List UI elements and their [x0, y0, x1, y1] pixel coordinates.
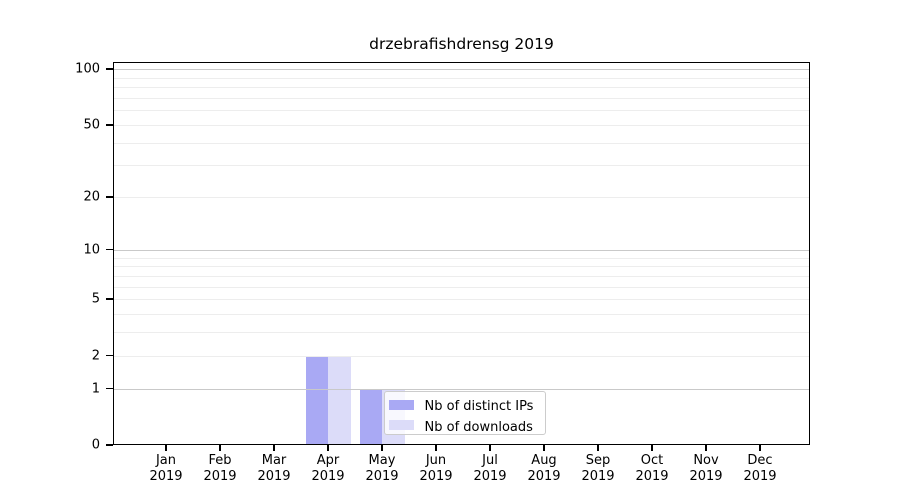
x-axis-label: Oct 2019: [635, 453, 669, 484]
x-axis-label: Jul 2019: [473, 453, 507, 484]
x-axis-tick: [327, 445, 329, 451]
y-axis-tick: [106, 354, 113, 357]
minor-gridline: [114, 332, 809, 334]
legend: Nb of distinct IPs Nb of downloads: [383, 391, 546, 436]
y-axis-label: 10: [83, 242, 100, 258]
minor-gridline: [114, 257, 809, 259]
x-axis-tick: [705, 445, 707, 451]
x-axis-label: Sep 2019: [581, 453, 615, 484]
y-axis-label: 50: [83, 117, 100, 133]
x-axis-label: Jun 2019: [419, 453, 453, 484]
x-axis-tick: [381, 445, 383, 451]
x-axis-tick: [597, 445, 599, 451]
y-axis-label: 20: [83, 189, 100, 205]
minor-gridline: [114, 97, 809, 99]
minor-gridline: [114, 87, 809, 89]
y-axis-label: 100: [75, 61, 100, 77]
y-axis-tick: [106, 387, 113, 390]
x-axis-label: Jan 2019: [149, 453, 183, 484]
legend-label-downloads: Nb of downloads: [424, 419, 533, 435]
major-gridline: [114, 69, 809, 71]
x-axis-label: Nov 2019: [689, 453, 723, 484]
y-axis-tick: [106, 249, 113, 251]
minor-gridline: [114, 110, 809, 112]
y-axis-tick: [106, 444, 113, 446]
major-gridline: [114, 249, 809, 251]
minor-gridline: [114, 313, 809, 315]
plot-frame: [113, 62, 810, 445]
minor-gridline: [114, 299, 809, 301]
x-axis-tick: [759, 445, 761, 451]
minor-gridline: [114, 275, 809, 277]
bar-apr-downloads: [328, 355, 351, 445]
x-axis-label: May 2019: [365, 453, 399, 484]
y-axis-label: 0: [91, 437, 100, 453]
x-axis-tick: [165, 445, 167, 451]
minor-gridline: [114, 286, 809, 288]
x-axis-tick: [435, 445, 437, 451]
y-axis-tick: [106, 196, 113, 198]
y-axis-tick: [106, 298, 113, 300]
chart-title: drzebrafishdrensg 2019: [369, 35, 554, 53]
minor-gridline: [114, 165, 809, 167]
x-axis-tick: [651, 445, 653, 451]
y-axis-label: 2: [91, 348, 100, 364]
y-axis-tick: [106, 124, 113, 126]
y-axis-label: 1: [91, 381, 100, 397]
x-axis-tick: [489, 445, 491, 451]
legend-swatch-downloads: [388, 420, 414, 431]
x-axis-label: Apr 2019: [311, 453, 345, 484]
x-axis-label: Mar 2019: [257, 453, 291, 484]
major-gridline: [114, 388, 809, 390]
legend-swatch-distinct-ips: [388, 399, 414, 410]
y-axis-tick: [106, 68, 113, 70]
bar-may-distinct-ips: [359, 388, 382, 445]
x-axis-tick: [543, 445, 545, 451]
minor-gridline: [114, 355, 809, 357]
x-axis-label: Feb 2019: [203, 453, 237, 484]
x-axis-tick: [273, 445, 275, 451]
minor-gridline: [114, 77, 809, 79]
y-axis-label: 5: [91, 291, 100, 307]
legend-label-distinct-ips: Nb of distinct IPs: [424, 399, 534, 415]
minor-gridline: [114, 197, 809, 199]
minor-gridline: [114, 142, 809, 144]
minor-gridline: [114, 266, 809, 268]
x-axis-label: Aug 2019: [527, 453, 561, 484]
x-axis-label: Dec 2019: [743, 453, 777, 484]
x-axis-tick: [219, 445, 221, 451]
bar-apr-distinct-ips: [305, 355, 328, 445]
minor-gridline: [114, 124, 809, 126]
